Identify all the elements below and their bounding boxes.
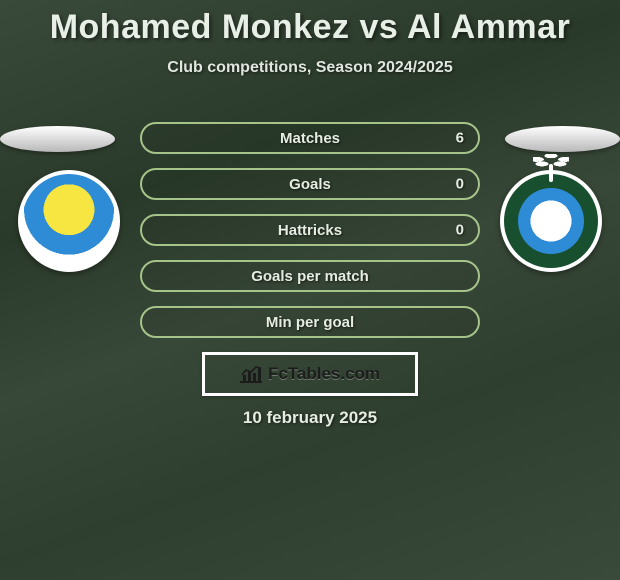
stat-row-goals: Goals 0 bbox=[140, 168, 480, 200]
stat-label: Min per goal bbox=[266, 314, 354, 331]
stats-panel: Matches 6 Goals 0 Hattricks 0 Goals per … bbox=[140, 122, 480, 352]
chart-icon bbox=[240, 365, 262, 383]
stat-value: 0 bbox=[456, 176, 464, 193]
stat-label: Goals per match bbox=[251, 268, 369, 285]
stat-label: Matches bbox=[280, 130, 340, 147]
club-badge-left bbox=[18, 170, 120, 272]
player-disc-right bbox=[505, 126, 620, 152]
stat-value: 6 bbox=[456, 130, 464, 147]
page-title: Mohamed Monkez vs Al Ammar bbox=[0, 0, 620, 47]
club-badge-right bbox=[500, 170, 602, 272]
stat-row-goals-per-match: Goals per match bbox=[140, 260, 480, 292]
player-disc-left bbox=[0, 126, 115, 152]
stat-row-hattricks: Hattricks 0 bbox=[140, 214, 480, 246]
stat-label: Hattricks bbox=[278, 222, 342, 239]
subtitle: Club competitions, Season 2024/2025 bbox=[0, 59, 620, 77]
stat-row-min-per-goal: Min per goal bbox=[140, 306, 480, 338]
brand-text: FcTables.com bbox=[268, 364, 380, 384]
stat-row-matches: Matches 6 bbox=[140, 122, 480, 154]
brand-box: FcTables.com bbox=[202, 352, 418, 396]
stat-label: Goals bbox=[289, 176, 331, 193]
date-text: 10 february 2025 bbox=[0, 408, 620, 428]
stat-value: 0 bbox=[456, 222, 464, 239]
